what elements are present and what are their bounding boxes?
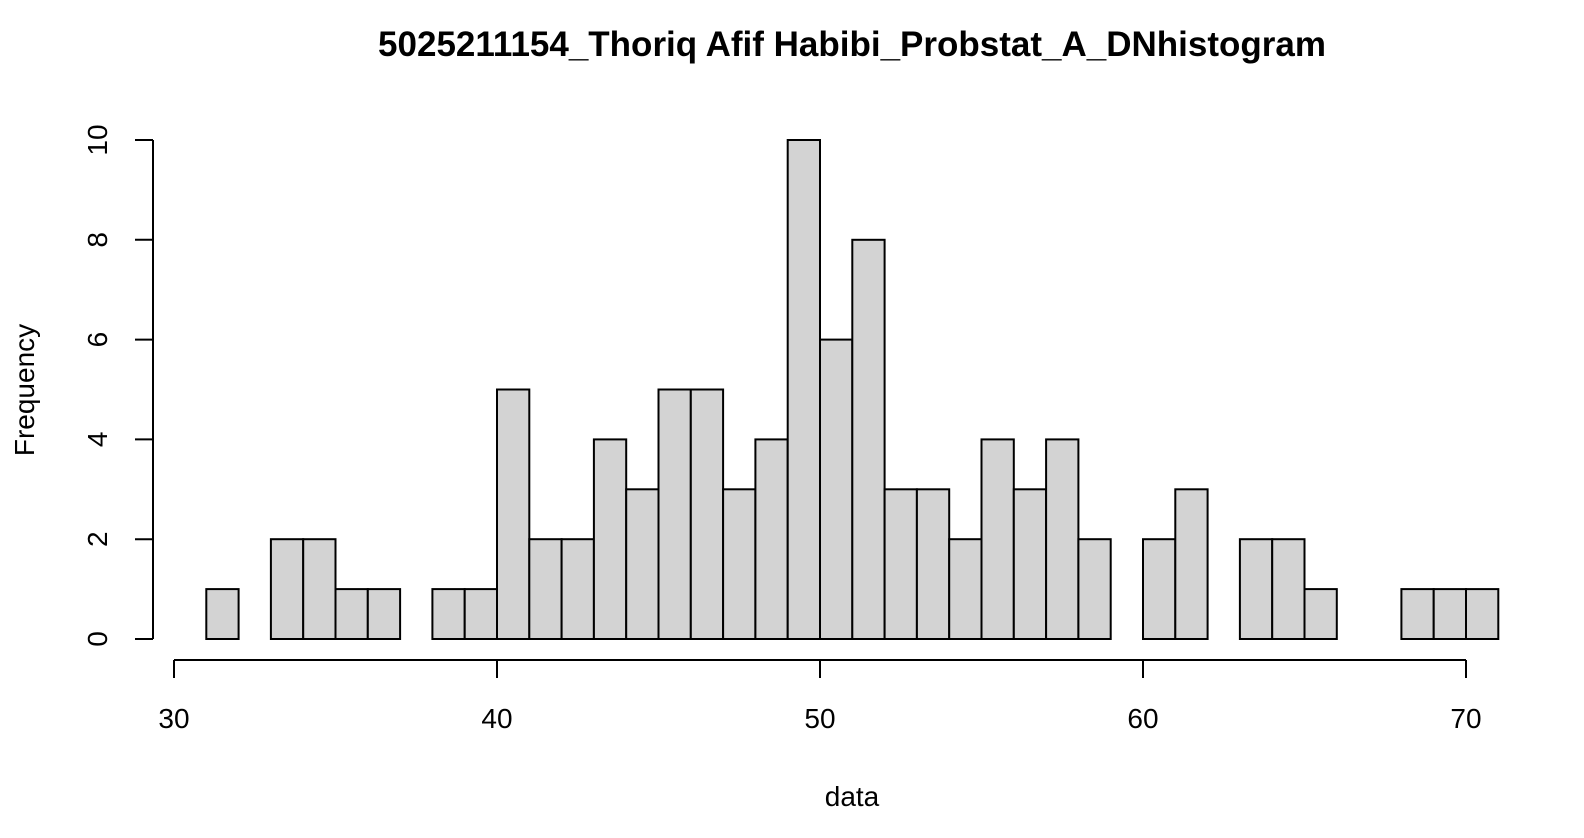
histogram-bar bbox=[1303, 588, 1338, 640]
histogram-bar bbox=[1271, 538, 1306, 641]
histogram-bar bbox=[851, 238, 886, 641]
x-tick-label: 70 bbox=[1450, 703, 1481, 734]
histogram-bar bbox=[1174, 488, 1209, 640]
histogram-bar bbox=[1045, 438, 1080, 640]
histogram-bar bbox=[915, 488, 951, 640]
histogram-bar bbox=[205, 588, 240, 640]
histogram-bar bbox=[786, 139, 822, 640]
x-tick-label: 40 bbox=[481, 703, 512, 734]
x-axis-label: data bbox=[825, 781, 880, 812]
histogram-bar bbox=[689, 388, 725, 640]
histogram-bar bbox=[948, 538, 983, 641]
histogram-bar bbox=[560, 538, 595, 641]
histogram-bar bbox=[819, 338, 854, 640]
histogram-bar bbox=[754, 438, 789, 640]
histogram-bar bbox=[334, 588, 369, 640]
histogram-bar bbox=[302, 538, 337, 641]
histogram-bar bbox=[1012, 488, 1048, 640]
histogram-bar bbox=[1432, 588, 1467, 640]
histogram-bar bbox=[496, 388, 531, 640]
x-tick-label: 60 bbox=[1127, 703, 1158, 734]
histogram-bar bbox=[366, 588, 402, 640]
histogram-bar bbox=[657, 388, 692, 640]
y-tick-label: 2 bbox=[82, 531, 113, 547]
histogram-bar bbox=[625, 488, 660, 640]
histogram-bar bbox=[1077, 538, 1112, 641]
histogram-bar bbox=[1238, 538, 1274, 641]
histogram-bar bbox=[1142, 538, 1177, 641]
y-tick-label: 6 bbox=[82, 332, 113, 348]
x-axis: 30 40 50 60 70 bbox=[158, 659, 1482, 734]
chart-title: 5025211154_Thoriq Afif Habibi_Probstat_A… bbox=[378, 25, 1326, 64]
y-tick-label: 4 bbox=[82, 432, 113, 448]
histogram-bar bbox=[431, 588, 466, 640]
histogram-bar bbox=[463, 588, 499, 640]
histogram-bar bbox=[269, 538, 305, 641]
y-axis-label: Frequency bbox=[9, 324, 40, 456]
bars-group bbox=[205, 139, 1500, 641]
histogram-bar bbox=[722, 488, 757, 640]
y-tick-label: 10 bbox=[82, 124, 113, 155]
y-tick-label: 8 bbox=[82, 232, 113, 248]
histogram-bar bbox=[1400, 588, 1435, 640]
x-tick-label: 50 bbox=[804, 703, 835, 734]
histogram-bar bbox=[980, 438, 1015, 640]
y-axis: 0 2 4 6 8 10 bbox=[82, 124, 154, 647]
histogram-bar bbox=[592, 438, 628, 640]
histogram-bar bbox=[528, 538, 563, 641]
histogram-bar bbox=[1465, 588, 1500, 640]
y-tick-label: 0 bbox=[82, 631, 113, 647]
x-tick-label: 30 bbox=[158, 703, 189, 734]
histogram-bar bbox=[883, 488, 918, 640]
